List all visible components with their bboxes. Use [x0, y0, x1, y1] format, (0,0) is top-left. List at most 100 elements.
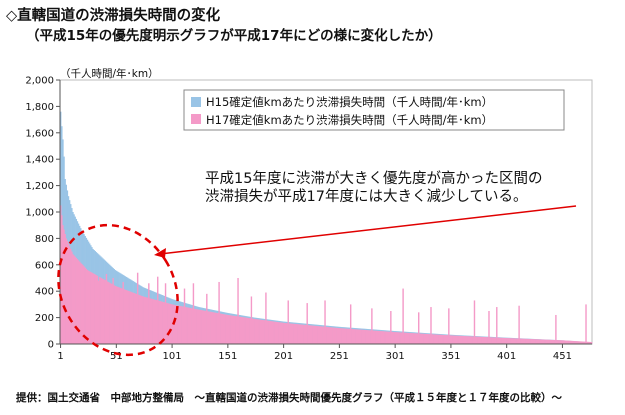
x-tick-label: 101	[163, 351, 182, 362]
h17-bar	[251, 318, 254, 344]
h17-bar	[438, 334, 440, 344]
h17-bar	[349, 304, 352, 344]
h17-bar	[483, 337, 486, 344]
h17-bar	[289, 323, 292, 344]
h17-bar	[113, 285, 115, 344]
h17-bar	[304, 324, 306, 344]
h17-bar	[457, 335, 459, 344]
y-tick-label: 800	[35, 234, 54, 245]
h17-bar	[198, 309, 200, 344]
h17-bar	[394, 332, 397, 344]
h17-bar	[335, 327, 337, 344]
h17-bar	[451, 335, 453, 344]
h17-bar	[520, 338, 523, 344]
h17-bar	[563, 340, 565, 344]
h17-bar	[376, 330, 379, 344]
h17-bar	[489, 337, 491, 344]
h17-bar	[153, 299, 156, 344]
h17-bar	[560, 340, 563, 344]
h17-bar	[161, 301, 163, 344]
h17-bar	[217, 313, 219, 344]
h17-bar	[63, 229, 65, 344]
h17-bar	[212, 312, 215, 344]
h17-bar	[493, 337, 496, 344]
h17-bar	[525, 338, 527, 344]
h17-bar	[271, 321, 274, 344]
h17-bar	[513, 338, 516, 344]
h17-bar	[439, 334, 441, 344]
h17-bar	[336, 327, 339, 344]
h17-bar	[260, 319, 263, 344]
x-tick-label: 251	[330, 351, 349, 362]
h17-bar	[422, 333, 424, 344]
h17-bar	[423, 333, 426, 344]
h17-bar	[229, 315, 231, 344]
h17-bar	[201, 310, 204, 344]
h17-bar	[241, 317, 244, 344]
h17-bar	[585, 304, 587, 344]
h17-bar	[477, 336, 479, 344]
h17-bar	[381, 331, 383, 344]
h17-bar	[449, 335, 451, 344]
h17-bar	[550, 339, 553, 344]
h17-bar	[303, 324, 305, 344]
h17-bar	[192, 283, 195, 344]
h17-bar	[246, 317, 248, 344]
h17-bar	[213, 312, 216, 344]
h17-bar	[426, 334, 429, 344]
h17-bar	[464, 336, 467, 344]
h17-bar	[554, 339, 556, 344]
h17-bar	[264, 320, 266, 344]
h17-bar	[516, 338, 518, 344]
h17-bar	[498, 337, 500, 344]
h17-bar	[68, 246, 71, 344]
h17-bar	[266, 320, 268, 344]
h17-bar	[462, 336, 465, 344]
h17-bar	[476, 336, 478, 344]
h17-bar	[400, 332, 402, 344]
h17-bar	[395, 332, 398, 344]
h17-bar	[222, 314, 225, 344]
h17-bar	[540, 339, 543, 344]
h17-bar	[360, 329, 362, 344]
h17-bar	[154, 299, 157, 344]
h17-bar	[249, 318, 252, 344]
h17-bar	[60, 205, 62, 344]
h17-bar	[531, 339, 534, 344]
h17-bar	[454, 335, 457, 344]
h17-bar	[366, 330, 369, 344]
h17-bar	[194, 309, 197, 344]
h17-bar	[82, 265, 84, 344]
h17-bar	[152, 299, 154, 344]
h17-bar	[387, 331, 390, 344]
h17-bar	[273, 321, 275, 344]
h17-bar	[373, 330, 375, 344]
h17-bar	[406, 332, 409, 344]
x-tick-label: 451	[553, 351, 572, 362]
annotation-line-1: 平成15年度に渋滞が大きく優先度が高かった区間の	[205, 170, 542, 187]
h17-bar	[208, 311, 210, 344]
h17-bar	[286, 323, 288, 344]
h17-bar	[167, 303, 169, 344]
h17-bar	[270, 321, 273, 344]
x-tick-label: 201	[274, 351, 293, 362]
h17-bar	[506, 338, 508, 344]
h17-bar	[248, 318, 250, 344]
x-tick-label: 51	[110, 351, 123, 362]
h17-bar	[473, 300, 476, 344]
h17-bar	[362, 329, 364, 344]
h17-bar	[545, 339, 547, 344]
h17-bar	[459, 335, 461, 344]
h17-bar	[269, 321, 272, 344]
h17-bar	[414, 333, 417, 344]
h17-bar	[530, 339, 533, 344]
h17-bar	[240, 316, 243, 344]
y-tick-label: 1,200	[25, 181, 54, 192]
h17-bar	[204, 310, 207, 344]
h17-bar	[512, 338, 515, 344]
h17-bar	[399, 332, 401, 344]
h17-bar	[146, 297, 149, 344]
h17-bar	[460, 335, 462, 344]
h17-bar	[232, 315, 235, 344]
h17-bar	[197, 309, 199, 344]
